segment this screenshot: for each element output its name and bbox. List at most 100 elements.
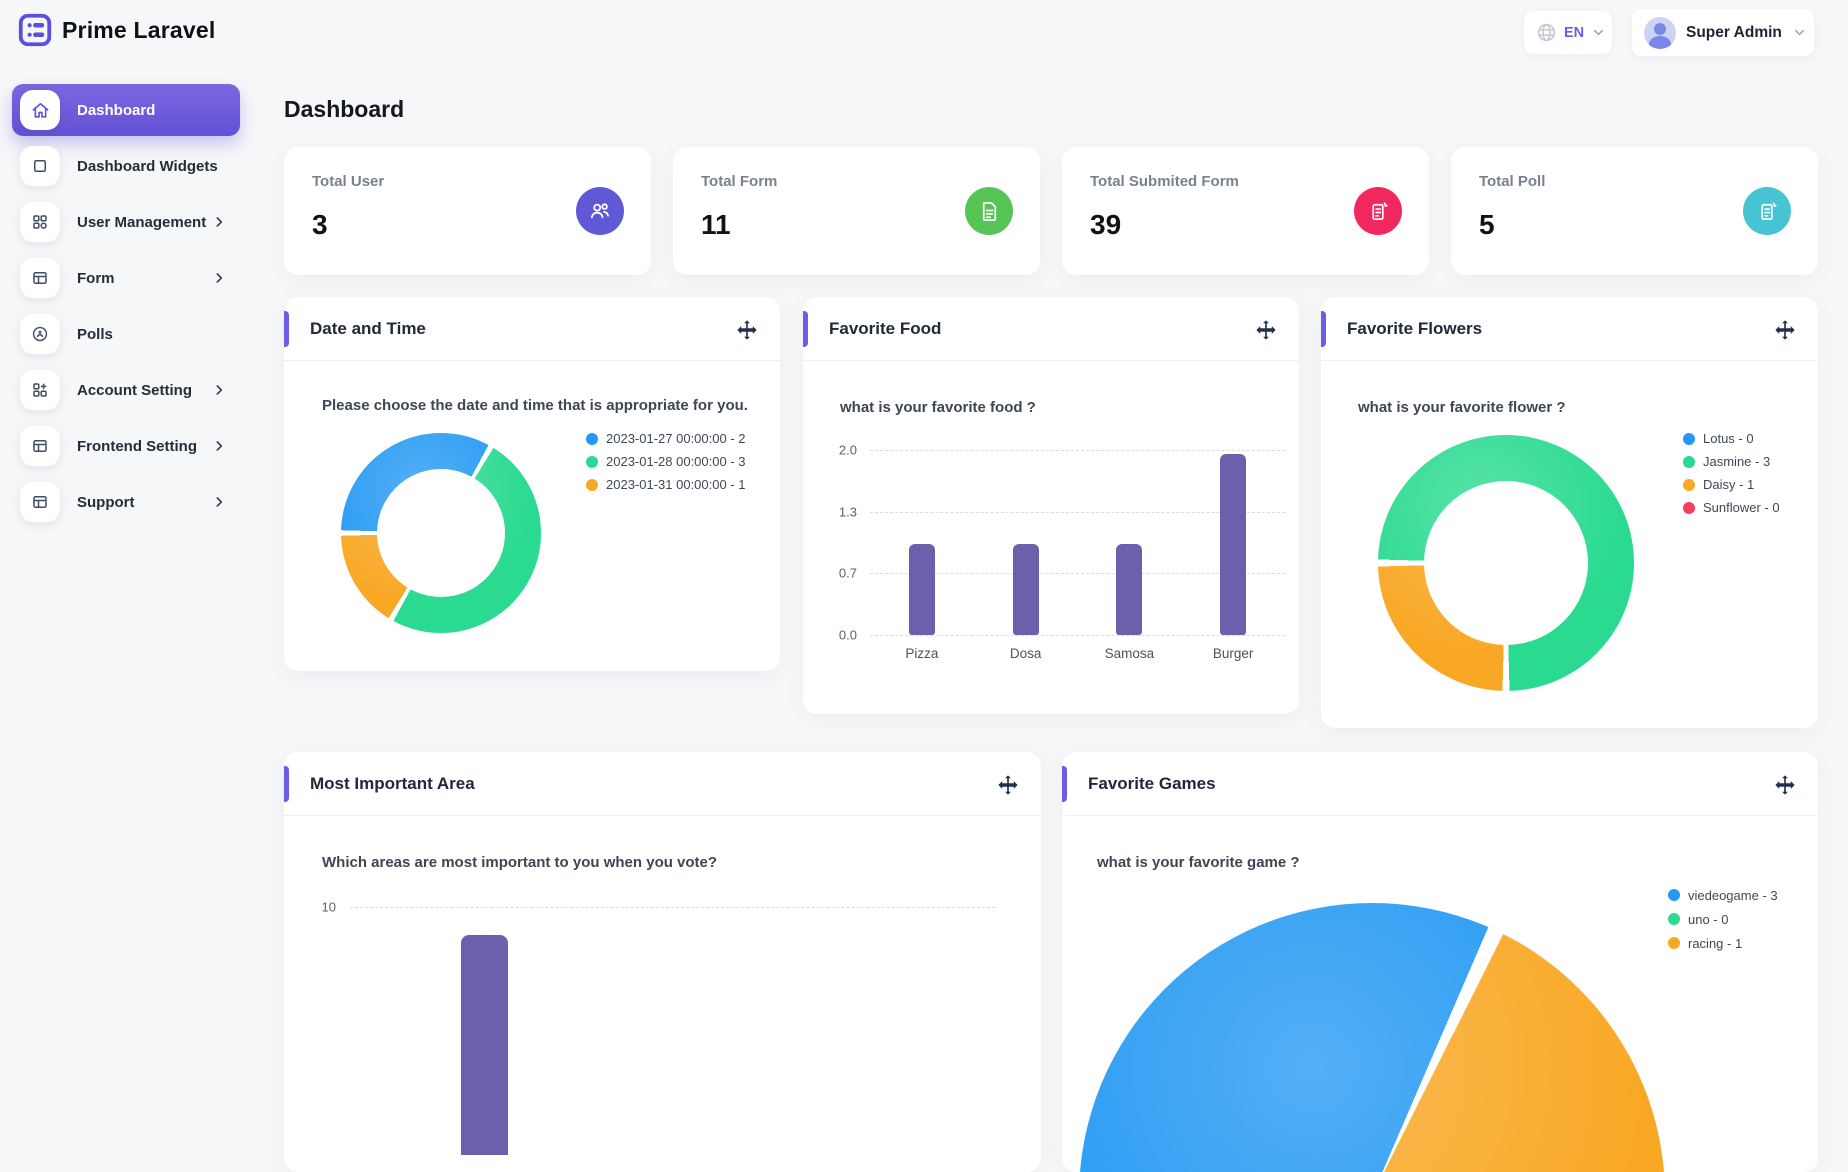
sidebar-item-label: Dashboard (77, 101, 156, 119)
favorite-games-pie-chart (1079, 903, 1665, 1172)
sidebar-item-dashboard[interactable]: Dashboard (12, 84, 240, 136)
gridline (350, 907, 995, 908)
sidebar-item-label: Frontend Setting (77, 437, 197, 455)
chevron-right-icon (212, 271, 226, 285)
user-name: Super Admin (1686, 23, 1782, 41)
sidebar-item-account-setting[interactable]: Account Setting (12, 364, 240, 416)
widget-favorite-games: Favorite Games what is your favorite gam… (1062, 752, 1818, 1172)
legend-item: Lotus - 0 (1683, 427, 1780, 450)
widget-favorite-flowers: Favorite Flowers what is your favorite f… (1321, 297, 1818, 728)
bar-pizza (908, 544, 935, 635)
chart-legend: 2023-01-27 00:00:00 - 2 2023-01-28 00:00… (586, 427, 746, 496)
brand-name: Prime Laravel (62, 16, 216, 43)
x-tick: Dosa (1009, 646, 1042, 661)
stat-card-total-user: Total User 3 (284, 147, 651, 275)
sidebar-item-label: Dashboard Widgets (77, 157, 218, 175)
table-icon (20, 426, 60, 466)
poll-question: Please choose the date and time that is … (322, 397, 748, 414)
x-tick: Samosa (1104, 646, 1155, 661)
file-text-icon (965, 187, 1013, 235)
chevron-right-icon (212, 383, 226, 397)
y-tick: 2.0 (838, 442, 857, 458)
sidebar-item-polls[interactable]: Polls (12, 308, 240, 360)
sidebar: Dashboard Dashboard Widgets User Managem… (12, 84, 240, 532)
legend-dot (1683, 478, 1695, 491)
legend-dot (1668, 889, 1680, 901)
sidebar-item-support[interactable]: Support (12, 476, 240, 528)
move-handle-icon[interactable] (736, 319, 758, 341)
chevron-down-icon (1591, 25, 1606, 40)
apps-grid-icon (20, 202, 60, 242)
widget-date-and-time: Date and Time Please choose the date and… (284, 297, 780, 671)
legend-item: 2023-01-28 00:00:00 - 3 (586, 450, 746, 473)
ballot-icon (1354, 187, 1402, 235)
user-menu[interactable]: Super Admin (1632, 9, 1814, 56)
widget-title: Date and Time (310, 319, 426, 338)
globe-icon (1536, 22, 1557, 43)
legend-dot (1668, 913, 1680, 925)
sidebar-item-user-management[interactable]: User Management (12, 196, 240, 248)
widget-square-icon (20, 146, 60, 186)
legend-dot (1683, 501, 1695, 514)
stat-card-total-submited-form: Total Submited Form 39 (1062, 147, 1429, 275)
accent-bar (284, 311, 289, 347)
widget-favorite-food: Favorite Food what is your favorite food… (803, 297, 1299, 714)
move-handle-icon[interactable] (1774, 774, 1796, 796)
accent-bar (803, 311, 808, 347)
widget-title: Favorite Flowers (1347, 319, 1483, 338)
legend-item: Daisy - 1 (1683, 473, 1780, 496)
move-handle-icon[interactable] (1774, 319, 1796, 341)
bar-burger (1220, 453, 1247, 635)
x-tick: Pizza (905, 646, 939, 661)
bar-partial (461, 935, 508, 1155)
page-title: Dashboard (284, 96, 405, 122)
sidebar-item-form[interactable]: Form (12, 252, 240, 304)
ballot-icon (1743, 187, 1791, 235)
date-time-donut-chart (341, 433, 541, 633)
legend-item: Sunflower - 0 (1683, 496, 1780, 519)
y-tick: 1.3 (838, 504, 857, 520)
widget-most-important-area: Most Important Area Which areas are most… (284, 752, 1041, 1172)
table-icon (20, 482, 60, 522)
stat-label: Total Submited Form (1090, 173, 1239, 190)
move-handle-icon[interactable] (997, 774, 1019, 796)
legend-item: 2023-01-27 00:00:00 - 2 (586, 427, 746, 450)
favorite-flowers-donut-chart (1378, 435, 1634, 691)
poll-question: what is your favorite food ? (840, 399, 1036, 416)
accent-bar (284, 766, 289, 802)
widget-header: Favorite Flowers (1321, 297, 1818, 361)
legend-dot (1668, 937, 1680, 949)
sidebar-item-dashboard-widgets[interactable]: Dashboard Widgets (12, 140, 240, 192)
table-icon (20, 258, 60, 298)
chart-legend: viedeogame - 3 uno - 0 racing - 1 (1668, 883, 1778, 955)
sidebar-item-frontend-setting[interactable]: Frontend Setting (12, 420, 240, 472)
avatar (1644, 16, 1676, 49)
sidebar-item-label: Polls (77, 325, 113, 343)
legend-dot (586, 478, 598, 491)
x-tick: Burger (1212, 646, 1254, 661)
legend-dot (1683, 432, 1695, 445)
chevron-right-icon (212, 495, 226, 509)
brand: Prime Laravel (16, 11, 215, 49)
accent-bar (1062, 766, 1067, 802)
sidebar-item-label: Form (77, 269, 115, 287)
stat-card-total-poll: Total Poll 5 (1451, 147, 1818, 275)
chevron-right-icon (212, 439, 226, 453)
stat-label: Total Form (701, 173, 778, 190)
sidebar-item-label: Account Setting (77, 381, 192, 399)
users-icon (576, 187, 624, 235)
bar-samosa (1116, 544, 1143, 635)
sidebar-item-label: User Management (77, 213, 207, 231)
legend-item: uno - 0 (1668, 907, 1778, 931)
language-selector[interactable]: EN (1524, 11, 1612, 54)
accent-bar (1321, 311, 1326, 347)
widget-title: Favorite Games (1088, 774, 1216, 793)
stat-value: 5 (1479, 209, 1495, 240)
home-icon (20, 90, 60, 130)
move-handle-icon[interactable] (1255, 319, 1277, 341)
stat-value: 39 (1090, 209, 1122, 240)
bar-dosa (1012, 544, 1039, 635)
stat-card-total-form: Total Form 11 (673, 147, 1040, 275)
chevron-right-icon (212, 215, 226, 229)
widget-header: Favorite Food (803, 297, 1299, 361)
